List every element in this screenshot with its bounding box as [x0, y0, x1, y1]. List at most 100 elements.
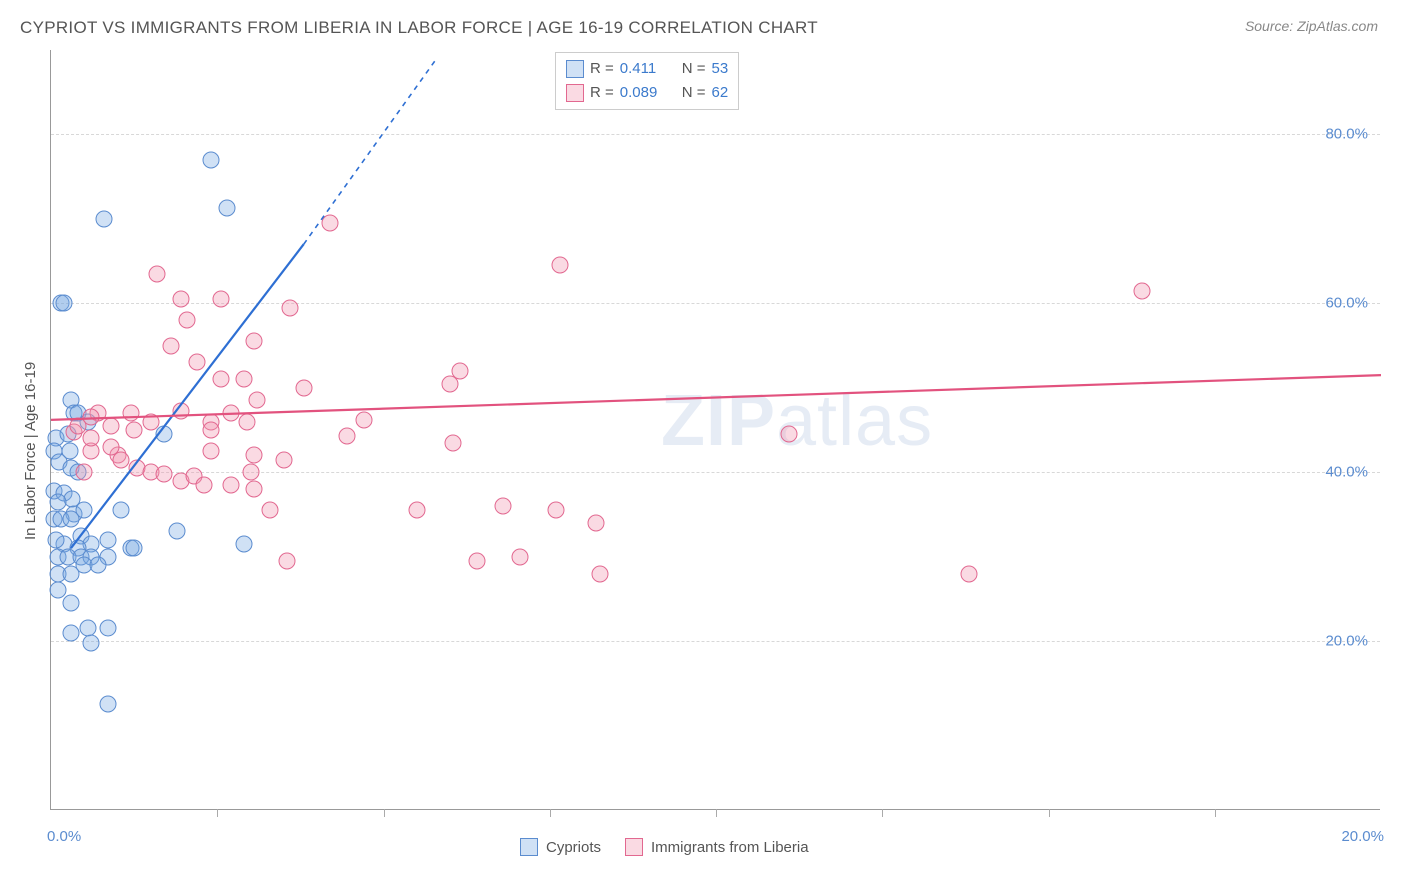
data-point [212, 291, 229, 308]
data-point [99, 696, 116, 713]
data-point [245, 481, 262, 498]
data-point [355, 411, 372, 428]
data-point [62, 624, 79, 641]
data-point [202, 443, 219, 460]
y-tick-label: 20.0% [1325, 633, 1368, 650]
chart-title: CYPRIOT VS IMMIGRANTS FROM LIBERIA IN LA… [20, 18, 818, 38]
r-label: R = [590, 81, 614, 105]
data-point [202, 422, 219, 439]
data-point [245, 333, 262, 350]
y-axis-title: In Labor Force | Age 16-19 [22, 362, 39, 540]
x-tick [882, 809, 883, 817]
n-label: N = [682, 57, 706, 81]
data-point [82, 634, 99, 651]
legend-swatch [625, 838, 643, 856]
legend-series-label: Immigrants from Liberia [651, 839, 809, 856]
legend-series-label: Cypriots [546, 839, 601, 856]
legend-correlation: R = 0.411 N = 53R = 0.089 N = 62 [555, 52, 739, 110]
legend-swatch [520, 838, 538, 856]
data-point [275, 451, 292, 468]
x-tick [384, 809, 385, 817]
data-point [49, 582, 66, 599]
data-point [169, 523, 186, 540]
data-point [102, 438, 119, 455]
y-tick-label: 80.0% [1325, 126, 1368, 143]
x-axis-max-label: 20.0% [1341, 828, 1384, 845]
y-tick-label: 40.0% [1325, 464, 1368, 481]
x-tick [1049, 809, 1050, 817]
data-point [960, 565, 977, 582]
data-point [202, 151, 219, 168]
n-value: 62 [712, 81, 729, 105]
data-point [62, 510, 79, 527]
data-point [156, 465, 173, 482]
data-point [162, 337, 179, 354]
r-value: 0.411 [620, 57, 670, 81]
legend-corr-row: R = 0.411N = 53 [566, 57, 728, 81]
data-point [222, 476, 239, 493]
data-point [99, 620, 116, 637]
legend-series: Cypriots Immigrants from Liberia [520, 838, 809, 856]
data-point [1133, 282, 1150, 299]
data-point [282, 299, 299, 316]
data-point [408, 502, 425, 519]
data-point [222, 405, 239, 422]
x-axis-min-label: 0.0% [47, 828, 81, 845]
watermark-bold: ZIP [661, 381, 776, 461]
data-point [89, 557, 106, 574]
data-point [172, 403, 189, 420]
legend-series-item: Cypriots [520, 838, 601, 856]
x-tick [217, 809, 218, 817]
data-point [189, 354, 206, 371]
n-label: N = [682, 81, 706, 105]
gridline [51, 303, 1380, 304]
data-point [112, 502, 129, 519]
data-point [102, 417, 119, 434]
data-point [322, 215, 339, 232]
data-point [49, 493, 66, 510]
data-point [338, 427, 355, 444]
data-point [179, 312, 196, 329]
x-tick [1215, 809, 1216, 817]
legend-corr-row: R = 0.089 N = 62 [566, 81, 728, 105]
data-point [295, 379, 312, 396]
data-point [451, 362, 468, 379]
data-point [468, 552, 485, 569]
x-tick [716, 809, 717, 817]
data-point [212, 371, 229, 388]
x-tick [550, 809, 551, 817]
n-value: 53 [712, 57, 729, 81]
data-point [126, 422, 143, 439]
trend-lines [51, 50, 1381, 810]
legend-swatch [566, 84, 584, 102]
data-point [61, 443, 78, 460]
data-point [245, 447, 262, 464]
data-point [239, 413, 256, 430]
data-point [76, 464, 93, 481]
data-point [235, 536, 252, 553]
data-point [96, 210, 113, 227]
data-point [548, 502, 565, 519]
data-point [591, 565, 608, 582]
data-point [126, 540, 143, 557]
data-point [242, 464, 259, 481]
data-point [219, 199, 236, 216]
data-point [48, 531, 65, 548]
data-point [82, 409, 99, 426]
r-value: 0.089 [620, 81, 670, 105]
data-point [149, 265, 166, 282]
data-point [142, 413, 159, 430]
data-point [62, 595, 79, 612]
gridline [51, 641, 1380, 642]
legend-swatch [566, 60, 584, 78]
plot-area: ZIPatlas 20.0%40.0%60.0%80.0%0.0%20.0% [50, 50, 1380, 810]
data-point [195, 476, 212, 493]
legend-series-item: Immigrants from Liberia [625, 838, 809, 856]
data-point [56, 295, 73, 312]
watermark-rest: atlas [776, 381, 933, 461]
source-label: Source: ZipAtlas.com [1245, 18, 1378, 34]
data-point [445, 434, 462, 451]
watermark: ZIPatlas [661, 380, 933, 462]
data-point [122, 405, 139, 422]
data-point [262, 502, 279, 519]
